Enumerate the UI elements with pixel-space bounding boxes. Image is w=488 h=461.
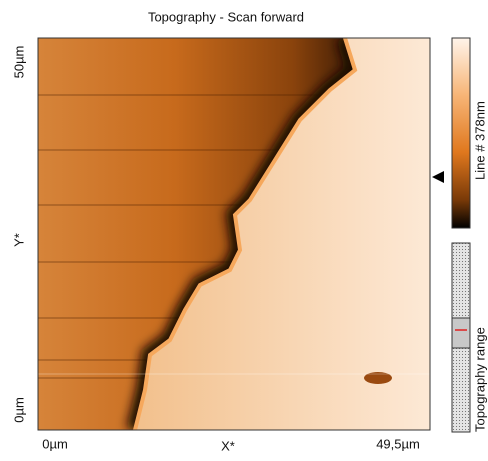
y-bottom-label: 0µm [11, 397, 26, 423]
range-thumb[interactable] [451, 317, 471, 349]
x-axis-label: X* [221, 438, 235, 453]
title: Topography - Scan forward [148, 9, 304, 24]
image-frame [37, 37, 431, 431]
x-left-label: 0µm [42, 436, 68, 451]
y-axis-label: Y* [11, 233, 26, 247]
colorbar [451, 37, 471, 229]
y-top-label: 50µm [11, 46, 26, 79]
line-marker[interactable] [432, 171, 444, 183]
x-right-label: 49,5µm [376, 436, 420, 451]
range-label: Topography range [472, 327, 487, 432]
topography-image [38, 38, 430, 430]
colorbar-label: Line # 378nm [472, 101, 487, 180]
